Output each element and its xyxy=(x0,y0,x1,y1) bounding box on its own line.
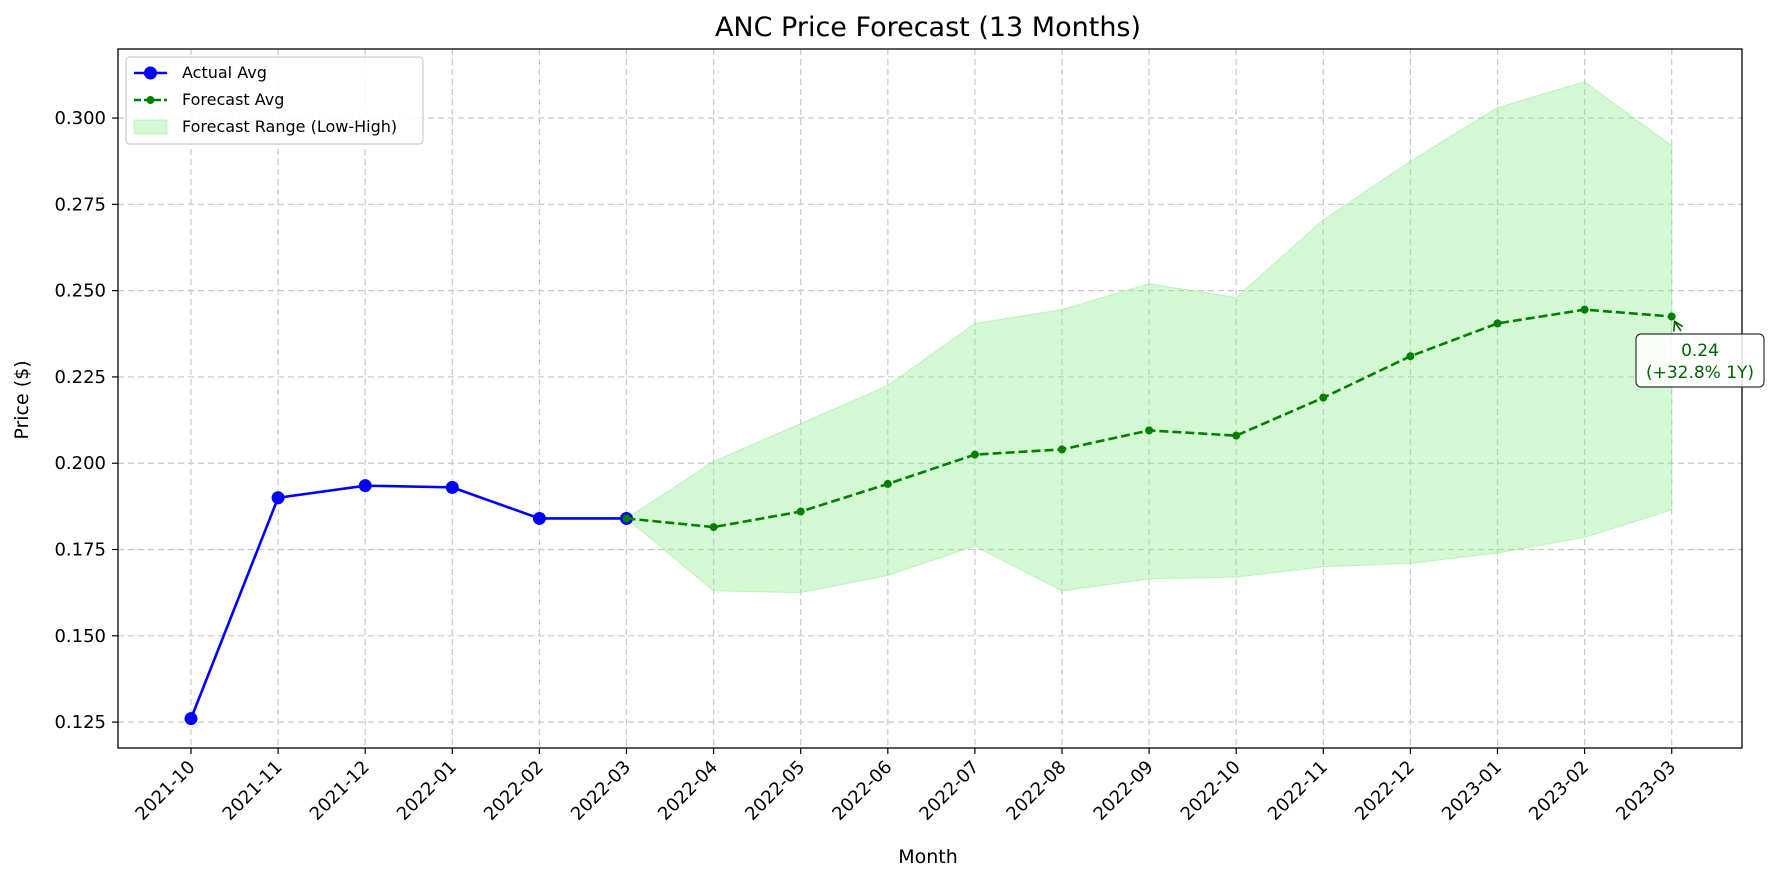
forecast-avg-point xyxy=(883,479,892,488)
forecast-range-band xyxy=(625,81,1673,594)
plot-frame xyxy=(117,48,1743,749)
legend-label-forecast-avg: Forecast Avg xyxy=(182,90,284,109)
y-tick-label: 0.200 xyxy=(54,453,106,474)
annotation-arrowhead xyxy=(1672,320,1684,332)
y-axis-title: Price ($) xyxy=(11,360,33,439)
legend-label-forecast-range-low-high-: Forecast Range (Low-High) xyxy=(182,117,397,136)
legend-box xyxy=(125,56,424,145)
y-tick-label: 0.125 xyxy=(54,712,106,733)
annotation-box xyxy=(1635,333,1765,388)
y-tick-label: 0.175 xyxy=(54,540,106,561)
forecast-avg-point xyxy=(1406,352,1415,361)
forecast-avg-point xyxy=(1058,445,1066,454)
forecast-avg-point xyxy=(1145,426,1154,435)
actual-avg-point xyxy=(445,480,459,494)
y-tick-label: 0.250 xyxy=(54,281,106,302)
legend-marker-forecast-avg xyxy=(146,96,155,104)
forecast-avg-point xyxy=(796,507,805,516)
annotation-change: (+32.8% 1Y) xyxy=(1646,363,1754,383)
actual-avg-point xyxy=(271,491,285,505)
legend-marker-actual-avg xyxy=(144,66,157,80)
x-axis-title: Month xyxy=(898,846,958,868)
actual-avg-point xyxy=(532,511,546,525)
actual-avg-point xyxy=(358,479,372,493)
forecast-avg-point xyxy=(1667,312,1676,321)
y-tick-label: 0.225 xyxy=(54,367,106,388)
forecast-range-area xyxy=(625,81,1673,594)
y-tick-label: 0.150 xyxy=(54,626,106,647)
grid-lines xyxy=(118,49,1742,748)
forecast-annotation: 0.24(+32.8% 1Y) xyxy=(1635,320,1765,388)
forecast-avg-point xyxy=(1493,319,1502,328)
actual-avg-point xyxy=(184,712,198,726)
chart-title: ANC Price Forecast (13 Months) xyxy=(715,12,1141,43)
forecast-avg-point xyxy=(1580,305,1589,314)
forecast-avg-point xyxy=(1232,431,1241,440)
series-lines xyxy=(184,305,1676,726)
forecast-avg-point xyxy=(970,450,979,459)
actual-avg-line xyxy=(189,484,627,720)
forecast-avg-point xyxy=(622,514,631,523)
forecast-avg-point xyxy=(1319,393,1328,402)
forecast-avg-point xyxy=(709,523,718,532)
legend-label-actual-avg: Actual Avg xyxy=(182,63,267,82)
legend-swatch-forecast-range-low-high- xyxy=(133,119,168,135)
y-tick-label: 0.300 xyxy=(54,108,106,129)
annotation-value: 0.24 xyxy=(1681,341,1719,361)
legend: Actual Avg Forecast Avg Forecast Range (Lo… xyxy=(125,56,424,145)
y-tick-label: 0.275 xyxy=(54,194,106,215)
